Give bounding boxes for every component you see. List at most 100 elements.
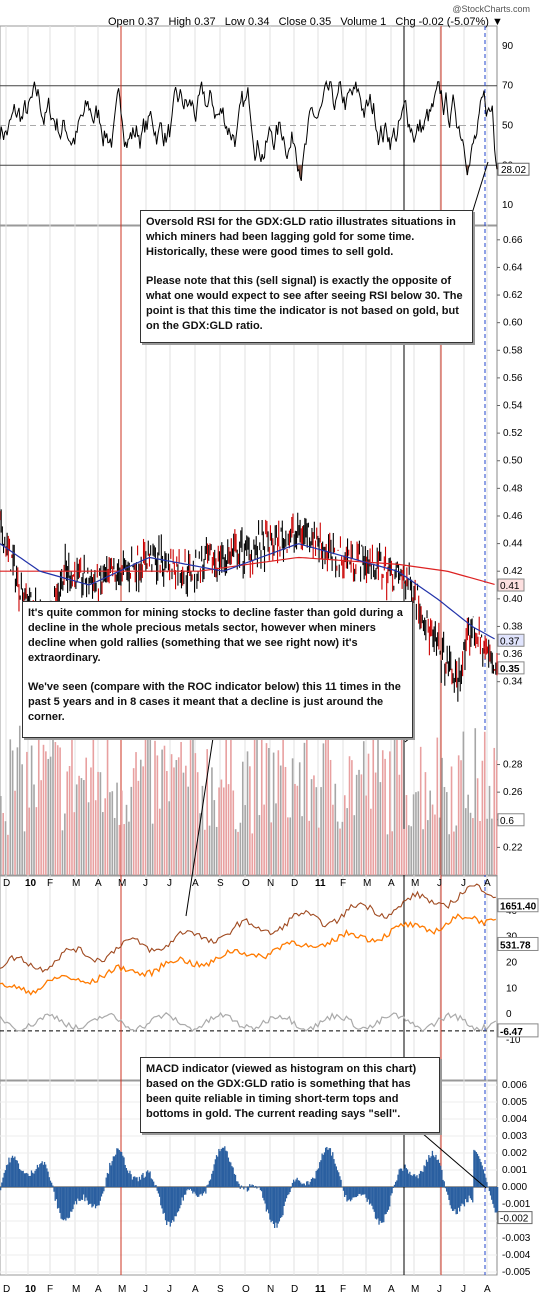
macd-bar — [214, 1159, 216, 1187]
macd-bar — [149, 1171, 151, 1187]
macd-bar — [266, 1187, 269, 1210]
macd-last-box — [497, 1211, 533, 1225]
macd-bar — [110, 1165, 112, 1187]
x-axis-label-bottom: J — [461, 1284, 466, 1295]
volume-bar — [277, 750, 280, 875]
miners-annotation: It's quite common for mining stocks to d… — [22, 601, 413, 738]
macd-bar — [136, 1177, 138, 1187]
macd-bar — [258, 1186, 260, 1187]
macd-bar — [244, 1187, 246, 1188]
macd-bar — [99, 1187, 101, 1201]
price-tick-label: 0.56 — [503, 373, 523, 384]
macd-bar — [107, 1173, 110, 1187]
volume-bar — [59, 747, 61, 875]
macd-bar — [224, 1146, 226, 1187]
x-axis-label-bottom: 10 — [25, 1284, 37, 1295]
macd-bar — [476, 1153, 479, 1187]
macd-bar — [479, 1158, 481, 1187]
volume-bar — [453, 831, 455, 875]
macd-bar — [399, 1168, 402, 1187]
volume-bar — [370, 808, 372, 875]
rsi-tick-label: 70 — [502, 81, 514, 92]
macd-bar — [444, 1187, 447, 1189]
volume-bar — [298, 762, 301, 875]
macd-bar — [443, 1181, 445, 1187]
macd-bar — [423, 1165, 425, 1187]
volume-bar — [301, 816, 303, 875]
volume-bar — [348, 756, 351, 875]
macd-bar — [456, 1187, 458, 1214]
macd-bar — [118, 1149, 120, 1187]
macd-bar — [249, 1184, 251, 1187]
macd-bar — [185, 1187, 187, 1195]
macd-bar — [480, 1162, 482, 1187]
macd-bar — [0, 1187, 2, 1191]
macd-bar — [355, 1187, 358, 1198]
macd-bar — [2, 1177, 4, 1187]
volume-bar — [156, 755, 159, 875]
macd-bar — [138, 1176, 141, 1187]
volume-bar — [56, 745, 59, 875]
volume-bar — [161, 749, 163, 875]
volume-bar — [443, 786, 446, 875]
macd-bar — [412, 1174, 415, 1187]
macd-bar — [348, 1187, 351, 1200]
macd-bar — [421, 1171, 423, 1187]
macd-bar — [338, 1172, 340, 1187]
roc-line — [0, 1012, 497, 1033]
volume-bar — [222, 787, 225, 875]
macd-bar — [13, 1157, 15, 1187]
miners-pointer-line — [404, 737, 411, 743]
volume-bar — [102, 812, 104, 875]
macd-bar — [336, 1170, 339, 1187]
x-axis-label-top: A — [192, 878, 199, 889]
volume-bar — [256, 730, 258, 875]
macd-bar — [66, 1187, 68, 1218]
macd-bar — [366, 1187, 368, 1202]
volume-bar — [68, 766, 71, 875]
macd-bar — [398, 1169, 400, 1187]
volume-bar — [303, 742, 306, 875]
price-tick-label: 0.60 — [503, 318, 523, 329]
price-last-value: 0.35 — [500, 664, 520, 675]
macd-bar — [68, 1187, 71, 1218]
macd-bar — [387, 1187, 390, 1210]
volume-bar — [419, 746, 422, 875]
x-axis-label-bottom: A — [388, 1284, 395, 1295]
macd-bar — [190, 1187, 193, 1191]
macd-bar — [483, 1173, 486, 1187]
volume-bar — [130, 786, 133, 875]
macd-bar — [17, 1163, 20, 1187]
x-axis-label-top: F — [47, 878, 53, 889]
macd-bar — [163, 1187, 165, 1213]
macd-bar — [21, 1171, 23, 1187]
macd-bar — [408, 1173, 410, 1187]
macd-bar — [279, 1187, 282, 1219]
volume-bar — [412, 794, 415, 875]
macd-bar — [272, 1187, 275, 1225]
macd-bar — [183, 1187, 186, 1195]
gold-last-value: 1651.40 — [500, 902, 537, 913]
macd-bar — [494, 1187, 496, 1213]
macd-bar — [460, 1187, 462, 1207]
macd-bar — [153, 1181, 155, 1187]
volume-bar — [185, 765, 187, 875]
volume-bar — [4, 821, 7, 875]
rsi-pointer-line — [469, 161, 489, 221]
macd-bar — [251, 1184, 253, 1187]
x-axis-label-bottom: A — [95, 1284, 102, 1295]
macd-bar — [342, 1187, 345, 1191]
macd-bar — [62, 1187, 65, 1221]
macd-bar — [46, 1168, 48, 1187]
volume-bar — [75, 784, 78, 875]
macd-bar — [87, 1187, 90, 1205]
volume-bar — [253, 734, 256, 875]
volume-bar — [225, 736, 227, 875]
macd-bar — [468, 1187, 470, 1196]
volume-bar — [251, 833, 254, 875]
volume-bar — [310, 779, 313, 875]
volume-bar — [284, 766, 287, 875]
macd-bar — [42, 1164, 45, 1187]
macd-bar — [43, 1161, 46, 1187]
volume-bar — [9, 739, 12, 875]
